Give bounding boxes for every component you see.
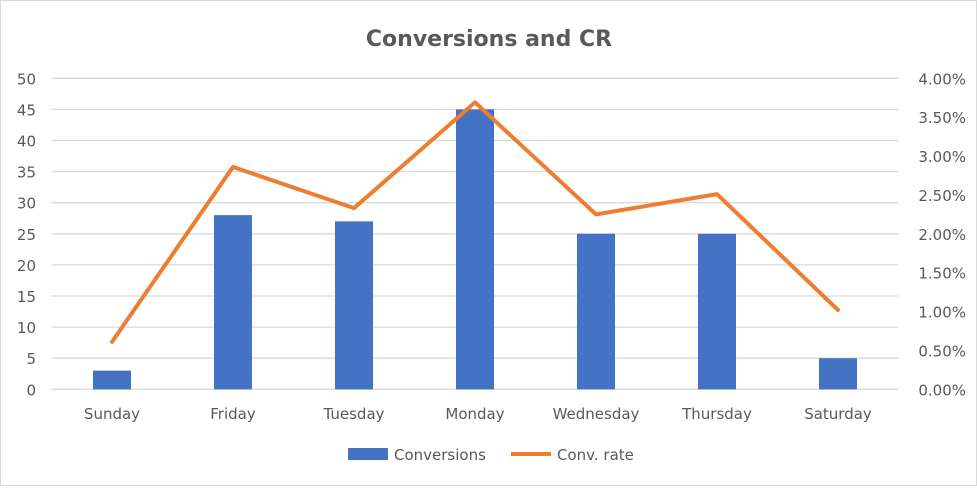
x-tick-label: Wednesday	[553, 405, 640, 423]
bar-saturday	[819, 358, 857, 389]
bars	[93, 109, 857, 389]
left-tick-label: 30	[17, 195, 36, 213]
bar-friday	[214, 215, 252, 389]
left-tick-label: 45	[17, 101, 36, 119]
x-tick-label: Monday	[445, 405, 504, 423]
legend-swatch-conversions	[348, 448, 388, 460]
x-axis: Sunday Friday Tuesday Monday Wednesday Thursd…	[84, 405, 872, 423]
right-tick-label: 4.00%	[918, 70, 966, 88]
bar-tuesday	[335, 221, 373, 389]
left-tick-label: 25	[17, 226, 36, 244]
left-tick-label: 10	[17, 319, 36, 337]
right-tick-label: 2.00%	[918, 226, 966, 244]
left-tick-label: 50	[17, 70, 36, 88]
chart-title: Conversions and CR	[366, 27, 612, 52]
right-tick-label: 3.00%	[918, 148, 966, 166]
left-tick-label: 15	[17, 288, 36, 306]
x-tick-label: Saturday	[804, 405, 872, 423]
bar-monday	[456, 109, 494, 389]
legend-label-conversions: Conversions	[394, 446, 486, 464]
left-tick-label: 5	[26, 350, 36, 368]
right-tick-label: 1.50%	[918, 265, 966, 283]
left-tick-label: 20	[17, 257, 36, 275]
x-tick-label: Friday	[210, 405, 256, 423]
bar-wednesday	[577, 234, 615, 389]
x-tick-label: Sunday	[84, 405, 140, 423]
x-tick-label: Tuesday	[322, 405, 384, 423]
legend-label-conv-rate: Conv. rate	[557, 446, 634, 464]
bar-sunday	[93, 371, 131, 390]
right-tick-label: 1.00%	[918, 304, 966, 322]
left-axis: 0 5 10 15 20 25 30 35 40 45 50	[17, 70, 36, 399]
left-tick-label: 0	[26, 381, 36, 399]
right-tick-label: 0.00%	[918, 381, 966, 399]
right-tick-label: 2.50%	[918, 187, 966, 205]
left-tick-label: 35	[17, 164, 36, 182]
legend: Conversions Conv. rate	[348, 446, 634, 464]
x-tick-label: Thursday	[681, 405, 752, 423]
right-tick-label: 0.50%	[918, 342, 966, 360]
right-axis: 0.00% 0.50% 1.00% 1.50% 2.00% 2.50% 3.00% 3.50%…	[918, 70, 966, 399]
bar-thursday	[698, 234, 736, 389]
right-tick-label: 3.50%	[918, 109, 966, 127]
left-tick-label: 40	[17, 133, 36, 151]
